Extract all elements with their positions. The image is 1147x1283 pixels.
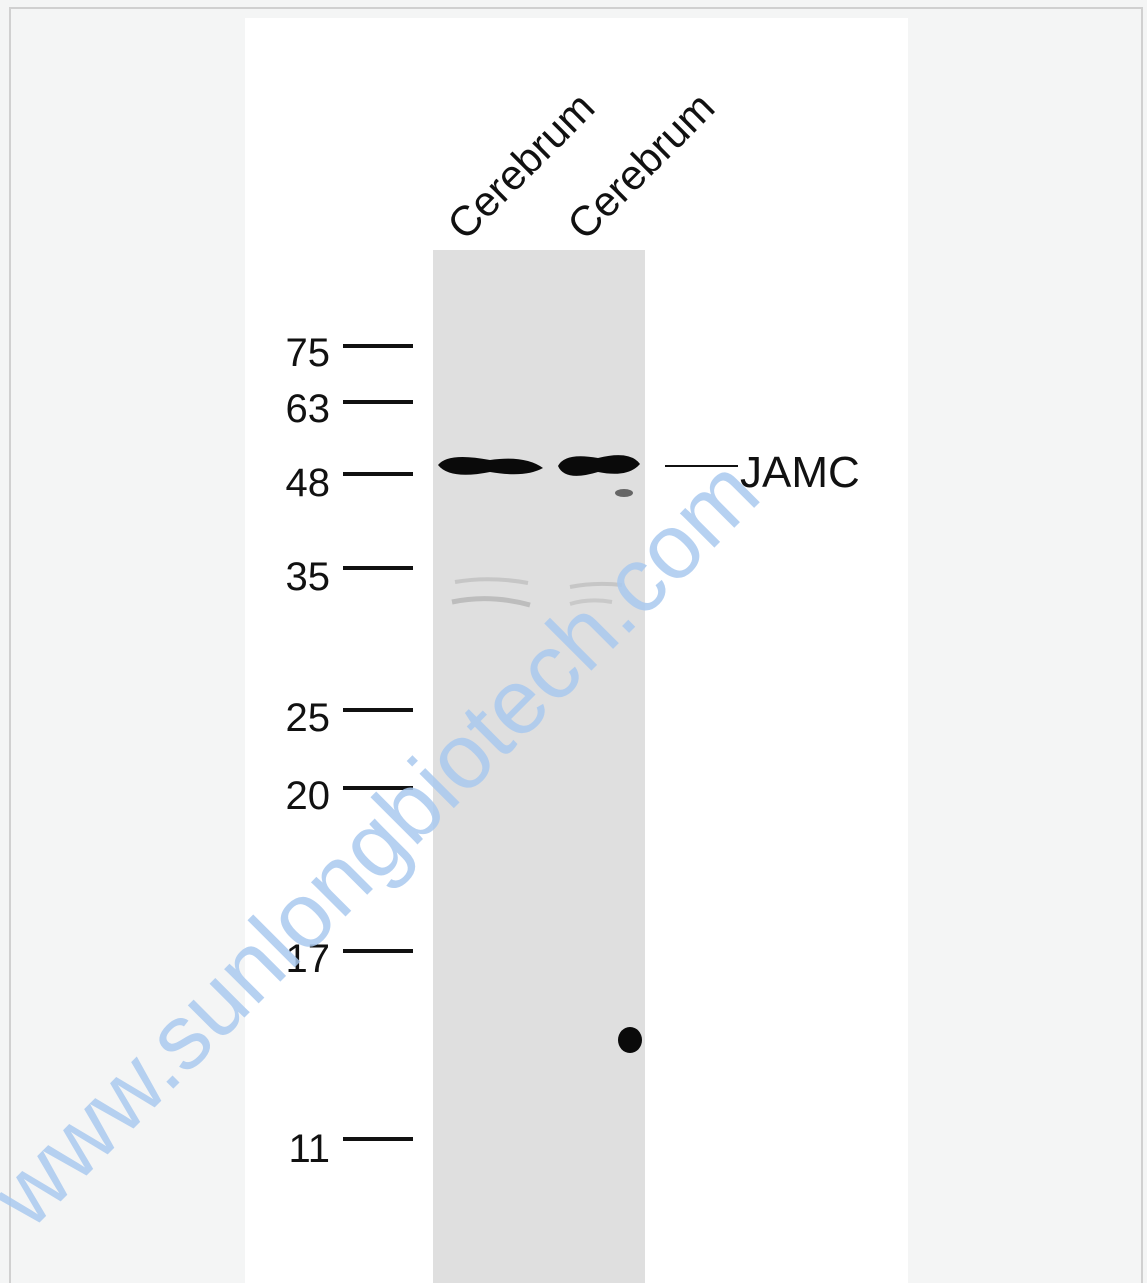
spot xyxy=(618,1027,642,1053)
page: Cerebrum Cerebrum 75 63 48 35 25 20 17 1… xyxy=(0,0,1147,1283)
marker-label: 48 xyxy=(286,461,331,505)
marker-label: 11 xyxy=(288,1127,330,1171)
marker-label: 63 xyxy=(286,387,331,431)
marker-label: 35 xyxy=(286,555,331,599)
marker-label: 75 xyxy=(286,331,331,375)
band xyxy=(615,489,633,497)
band-label: JAMC xyxy=(740,448,860,497)
marker-label: 25 xyxy=(286,696,331,740)
marker-label: 20 xyxy=(286,774,331,818)
